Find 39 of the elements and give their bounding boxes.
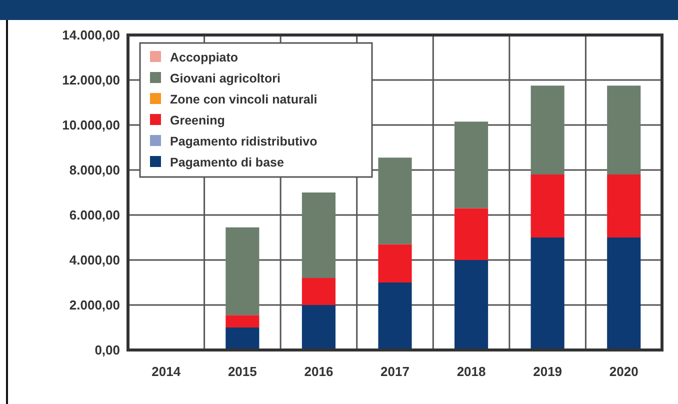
- bar: [378, 282, 412, 350]
- legend-label: Zone con vincoli naturali: [170, 92, 318, 106]
- bar: [454, 122, 488, 208]
- bar: [378, 244, 412, 282]
- y-tick-label: 2.000,00: [69, 298, 120, 313]
- y-tick-label: 12.000,00: [62, 72, 120, 88]
- legend-label: Accoppiato: [170, 50, 238, 64]
- legend-label: Giovani agricoltori: [170, 71, 280, 86]
- x-tick-label: 2019: [533, 364, 562, 379]
- bar: [302, 305, 336, 350]
- y-tick-label: 6.000,00: [69, 208, 120, 223]
- bar: [607, 86, 641, 174]
- y-tick-label: 8.000,00: [69, 162, 120, 178]
- y-tick-label: 14.000,00: [62, 28, 120, 43]
- bar: [226, 328, 260, 350]
- bar: [302, 192, 336, 278]
- legend-label: Pagamento ridistributivo: [170, 134, 318, 148]
- x-tick-label: 2017: [380, 364, 410, 379]
- bar: [226, 315, 260, 328]
- bar: [530, 86, 564, 174]
- bar: [378, 158, 412, 244]
- x-tick-label: 2020: [609, 364, 638, 379]
- bar: [607, 238, 641, 350]
- bar: [302, 278, 336, 305]
- bar: [530, 238, 564, 350]
- y-tick-label: 0,00: [94, 342, 120, 358]
- x-tick-label: 2016: [304, 364, 334, 379]
- legend-label: Pagamento di base: [170, 155, 284, 170]
- bar: [454, 208, 488, 260]
- bar: [530, 174, 564, 238]
- y-tick-label: 4.000,00: [69, 252, 120, 268]
- x-tick-label: 2018: [456, 364, 486, 379]
- bar: [226, 227, 260, 316]
- x-tick-label: 2015: [228, 364, 257, 379]
- x-tick-label: 2014: [152, 364, 182, 379]
- bar: [607, 174, 641, 238]
- bar: [454, 260, 488, 350]
- legend-label: Greening: [170, 113, 225, 128]
- y-tick-label: 10.000,00: [62, 118, 120, 133]
